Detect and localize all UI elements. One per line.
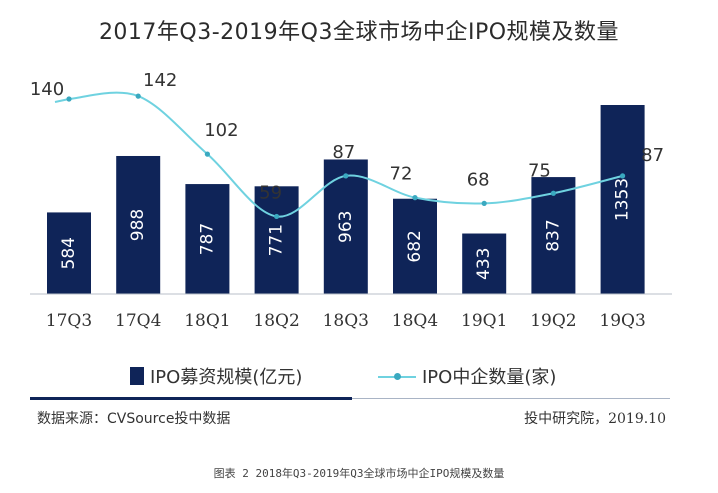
- line-point: [274, 213, 280, 220]
- bar: [116, 155, 161, 294]
- x-tick-label: 19Q3: [599, 311, 645, 331]
- line-point: [135, 93, 141, 99]
- legend-line-item: IPO中企数量(家): [378, 363, 556, 389]
- bar-value-label: 963: [336, 211, 356, 243]
- source-text: 数据来源：CVSource投中数据: [37, 411, 231, 427]
- line-point: [204, 151, 210, 157]
- x-tick-label: 18Q2: [253, 311, 299, 331]
- bar: [254, 186, 299, 294]
- legend-bar-label: IPO募资规模(亿元): [150, 367, 303, 388]
- line-point: [550, 190, 557, 196]
- bar-value-label: 771: [267, 224, 287, 256]
- credit-text: 投中研究院，2019.10: [524, 411, 666, 427]
- line-point: [481, 200, 487, 206]
- chart-title: 2017年Q3-2019年Q3全球市场中企IPO规模及数量: [98, 20, 620, 45]
- bar-value-label: 837: [543, 219, 563, 251]
- legend-bar-swatch: [130, 367, 144, 385]
- line-point: [343, 173, 349, 179]
- legend-bar-item: IPO募资规模(亿元): [130, 363, 302, 389]
- chart: 584 988 787 771 963 682 433 837 1353 17Q3 17Q4 18Q1…: [30, 70, 672, 331]
- line-value-label: 102: [204, 120, 238, 141]
- bar-value-label: 433: [474, 248, 494, 280]
- x-tick-label: 19Q1: [461, 311, 507, 331]
- line-value-label: 140: [30, 79, 64, 100]
- x-tick-label: 18Q1: [184, 311, 230, 331]
- legend: IPO募资规模(亿元) IPO中企数量(家): [0, 363, 718, 395]
- bar-value-label: 1353: [613, 178, 633, 221]
- footer-rule-dark: [30, 397, 352, 400]
- line-point: [620, 173, 626, 179]
- line-value-label: 142: [143, 70, 177, 91]
- bar-value-label: 988: [128, 209, 148, 241]
- bar: [600, 105, 645, 294]
- x-tick-label: 17Q4: [115, 311, 161, 331]
- bar: [47, 212, 91, 294]
- x-tick-label: 17Q3: [46, 311, 92, 331]
- x-tick-label: 19Q2: [530, 311, 576, 331]
- bar-value-label: 682: [405, 230, 425, 262]
- line-value-label: 87: [332, 142, 355, 163]
- line-series: [68, 91, 623, 218]
- line-value-label: 68: [467, 169, 490, 190]
- bar: [462, 233, 507, 294]
- legend-line-label: IPO中企数量(家): [422, 367, 557, 388]
- bar-value-label: 787: [197, 223, 217, 255]
- line-value-label: 75: [528, 160, 551, 181]
- line-value-label: 59: [259, 182, 282, 203]
- line-point: [66, 96, 72, 102]
- legend-line-swatch: [378, 369, 416, 383]
- line-value-label: 87: [641, 145, 664, 166]
- bar-value-label: 584: [59, 237, 79, 269]
- x-tick-label: 18Q4: [392, 311, 438, 331]
- bar: [185, 184, 230, 294]
- footer-rule-light: [352, 398, 670, 399]
- line-point: [412, 195, 418, 201]
- x-tick-label: 18Q3: [323, 311, 369, 331]
- figure-caption: 图表 2 2018年Q3-2019年Q3全球市场中企IPO规模及数量: [213, 467, 505, 480]
- line-value-label: 72: [390, 164, 413, 185]
- bar: [393, 198, 437, 294]
